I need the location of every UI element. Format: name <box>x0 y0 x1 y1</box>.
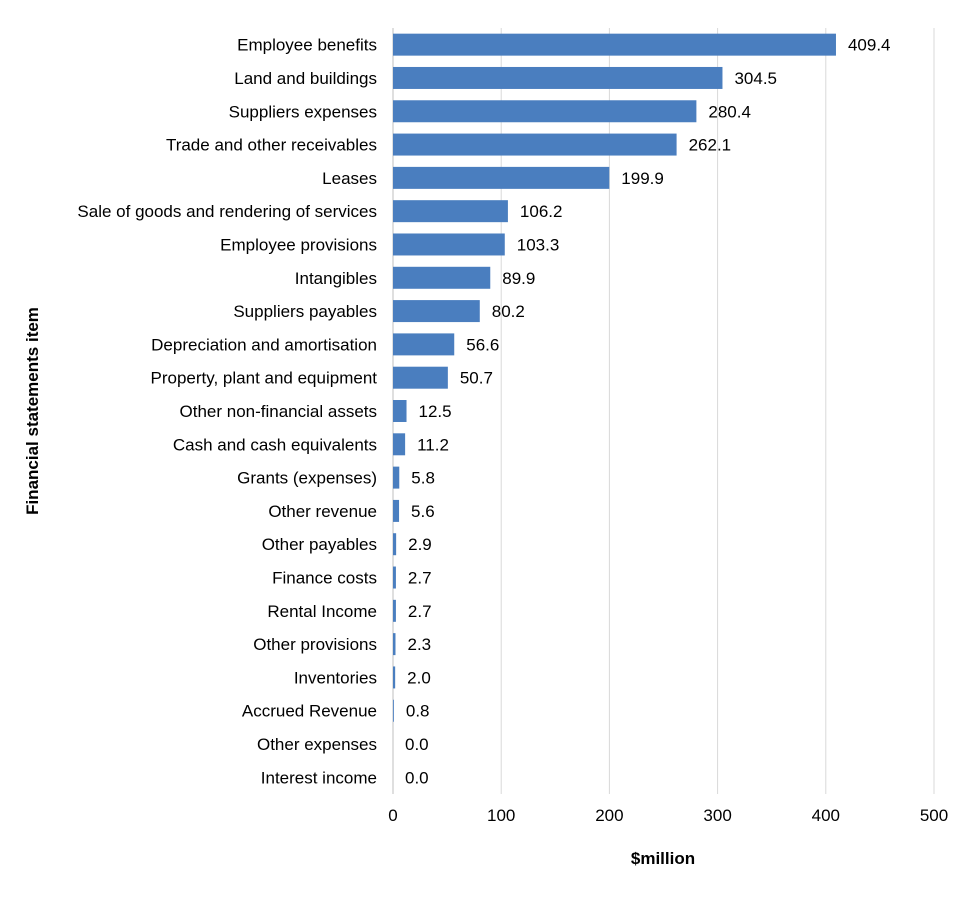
bar <box>393 100 697 123</box>
data-label: 304.5 <box>734 69 777 88</box>
gridlines <box>392 28 935 794</box>
bar <box>393 333 455 356</box>
bar <box>393 366 448 389</box>
category-label: Other expenses <box>257 735 377 754</box>
value-labels: 409.4 304.5 280.4 262.1 199.9 106.2 103.3 89.9 8… <box>405 36 891 788</box>
data-label: 2.0 <box>407 668 431 687</box>
category-labels: Employee benefits Land and buildings Suppl… <box>77 36 377 788</box>
category-label: Rental Income <box>267 602 377 621</box>
category-label: Intangibles <box>295 269 377 288</box>
category-label: Other payables <box>262 535 377 554</box>
category-label: Accrued Revenue <box>242 702 377 721</box>
bar <box>393 233 505 256</box>
bar <box>393 466 400 489</box>
data-label: 56.6 <box>466 335 499 354</box>
category-label: Inventories <box>294 668 377 687</box>
bar <box>393 533 397 556</box>
bars <box>393 33 836 722</box>
data-label: 2.7 <box>408 569 432 588</box>
bar <box>393 633 396 656</box>
category-label: Interest income <box>261 768 377 787</box>
x-tick-label: 200 <box>595 806 623 825</box>
bar <box>393 699 394 722</box>
data-label: 5.6 <box>411 502 435 521</box>
data-label: 50.7 <box>460 369 493 388</box>
bar <box>393 266 491 289</box>
bar <box>393 300 480 323</box>
bar <box>393 133 677 156</box>
category-label: Property, plant and equipment <box>151 369 378 388</box>
category-label: Other non-financial assets <box>180 402 378 421</box>
category-label: Land and buildings <box>234 69 377 88</box>
category-label: Other provisions <box>253 635 377 654</box>
category-label: Employee provisions <box>220 235 377 254</box>
y-axis-title: Financial statements item <box>23 307 42 515</box>
category-label: Other revenue <box>268 502 377 521</box>
data-label: 80.2 <box>492 302 525 321</box>
data-label: 12.5 <box>419 402 452 421</box>
data-label: 103.3 <box>517 235 560 254</box>
bar <box>393 166 610 189</box>
data-label: 2.9 <box>408 535 432 554</box>
bar <box>393 33 836 56</box>
category-label: Suppliers expenses <box>229 102 377 121</box>
data-label: 262.1 <box>689 136 732 155</box>
bar <box>393 400 407 422</box>
category-label: Grants (expenses) <box>237 469 377 488</box>
x-tick-label: 300 <box>703 806 731 825</box>
category-label: Sale of goods and rendering of services <box>77 202 377 221</box>
category-label: Finance costs <box>272 569 377 588</box>
category-label: Employee benefits <box>237 36 377 55</box>
data-label: 5.8 <box>411 469 435 488</box>
data-label: 2.3 <box>407 635 431 654</box>
bar <box>393 433 406 456</box>
bar <box>393 200 508 223</box>
x-tick-label: 100 <box>487 806 515 825</box>
x-tick-label: 0 <box>388 806 397 825</box>
data-label: 89.9 <box>502 269 535 288</box>
category-label: Depreciation and amortisation <box>151 335 377 354</box>
data-label: 409.4 <box>848 36 891 55</box>
category-label: Trade and other receivables <box>166 136 377 155</box>
data-label: 0.8 <box>406 702 430 721</box>
x-tick-label: 500 <box>920 806 948 825</box>
x-tick-label: 400 <box>812 806 840 825</box>
data-label: 280.4 <box>708 102 751 121</box>
bar <box>393 499 400 522</box>
data-label: 0.0 <box>405 735 429 754</box>
bar <box>393 599 396 622</box>
category-label: Leases <box>322 169 377 188</box>
data-label: 106.2 <box>520 202 563 221</box>
data-label: 2.7 <box>408 602 432 621</box>
category-label: Suppliers payables <box>233 302 377 321</box>
x-axis-title: $million <box>631 849 695 868</box>
data-label: 0.0 <box>405 768 429 787</box>
category-label: Cash and cash equivalents <box>173 435 377 454</box>
bar <box>393 666 396 689</box>
data-label: 199.9 <box>621 169 664 188</box>
bar <box>393 66 723 89</box>
data-label: 11.2 <box>417 435 449 454</box>
x-tick-labels: 0 100 200 300 400 500 <box>388 806 948 825</box>
bar <box>393 566 396 589</box>
